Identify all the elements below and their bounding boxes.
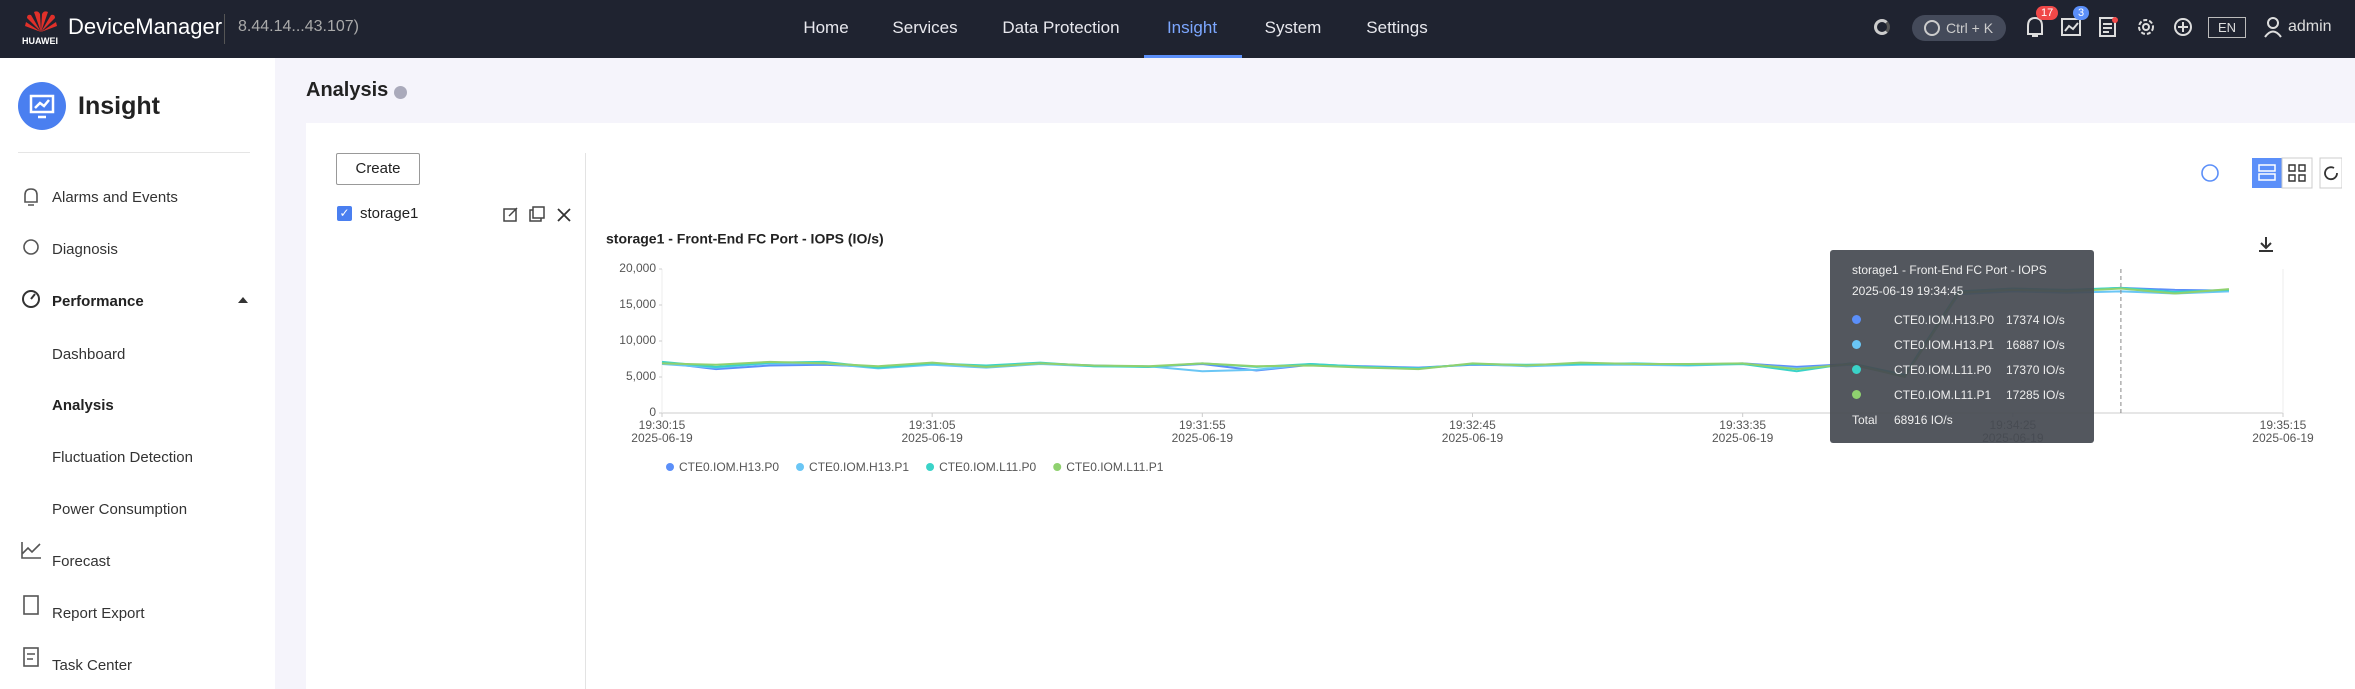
menu-item[interactable]: Report Export <box>52 605 145 622</box>
x-tick-date: 2025-06-19 <box>1712 431 1774 445</box>
logo-text: HUAWEI <box>22 36 58 46</box>
divider <box>18 152 250 153</box>
x-tick-label: 19:35:15 <box>2260 418 2307 432</box>
download-icon[interactable] <box>2256 235 2276 255</box>
collapse-arrow[interactable] <box>238 297 248 303</box>
y-tick-label: 10,000 <box>619 333 656 347</box>
x-tick-date: 2025-06-19 <box>2252 431 2314 445</box>
top-bar: HUAWEI DeviceManager 8.44.14...43.107) H… <box>0 0 2355 58</box>
tooltip-time: 2025-06-19 19:34:45 <box>1852 284 1964 298</box>
user-name[interactable]: admin <box>2288 18 2332 35</box>
tooltip: storage1 - Front-End FC Port - IOPS 2025… <box>1830 250 2094 443</box>
x-tick-date: 2025-06-19 <box>1442 431 1504 445</box>
nav-underline <box>1144 55 1242 58</box>
logo-mark <box>25 11 57 33</box>
chart-title: storage1 - Front-End FC Port - IOPS (IO/… <box>606 231 884 247</box>
tooltip-title: storage1 - Front-End FC Port - IOPS <box>1852 263 2047 277</box>
menu-subitem[interactable]: Fluctuation Detection <box>52 449 193 466</box>
theme-icon[interactable] <box>1874 19 1890 35</box>
tooltip-series: CTE0.IOM.H13.P0 <box>1894 313 1995 327</box>
settings-icon[interactable] <box>2135 16 2157 38</box>
menu-group[interactable]: Performance <box>52 293 144 310</box>
search-hint: Ctrl + K <box>1946 20 1994 36</box>
legend-label: CTE0.IOM.L11.P0 <box>939 460 1036 474</box>
insight-icon <box>18 82 66 130</box>
y-tick-label: 5,000 <box>626 369 656 383</box>
legend-marker <box>1053 463 1062 471</box>
help-icon[interactable] <box>394 86 407 99</box>
object-name: storage1 <box>360 205 419 222</box>
page-title: Analysis <box>306 79 389 101</box>
bell-icon[interactable] <box>2024 14 2046 40</box>
language-switch[interactable]: EN <box>2208 17 2246 38</box>
user-icon[interactable] <box>2263 16 2283 38</box>
legend-label: CTE0.IOM.L11.P1 <box>1066 460 1163 474</box>
tooltip-series: CTE0.IOM.L11.P1 <box>1894 388 1992 402</box>
view-toolbar[interactable] <box>2192 155 2342 191</box>
device-address: 8.44.14...43.107) <box>238 18 359 35</box>
nav-item[interactable]: Home <box>803 18 849 37</box>
x-tick-label: 19:31:05 <box>909 418 956 432</box>
divider <box>585 153 586 689</box>
add-icon[interactable] <box>2172 16 2194 38</box>
tooltip-series: CTE0.IOM.L11.P0 <box>1894 363 1992 377</box>
tooltip-dot <box>1852 340 1861 349</box>
alarm-badge: 17 <box>2036 6 2059 20</box>
tooltip-dot <box>1852 390 1861 399</box>
menu-subitem-active[interactable]: Analysis <box>52 397 114 414</box>
product-name: DeviceManager <box>68 14 223 39</box>
x-tick-date: 2025-06-19 <box>631 431 693 445</box>
x-tick-date: 2025-06-19 <box>901 431 963 445</box>
menu-icons <box>21 188 41 667</box>
checkbox[interactable]: ✓ <box>337 206 352 221</box>
menu-item[interactable]: Forecast <box>52 553 111 570</box>
divider <box>224 14 225 44</box>
tooltip-value: 17285 IO/s <box>2006 388 2065 402</box>
task-badge: 3 <box>2073 6 2090 20</box>
menu-subitem[interactable]: Power Consumption <box>52 501 188 518</box>
nav-item[interactable]: Settings <box>1366 18 1428 37</box>
insight-glyph <box>29 94 55 119</box>
tooltip-total: 68916 IO/s <box>1894 413 1953 427</box>
x-tick-label: 19:30:15 <box>639 418 686 432</box>
legend-marker <box>796 463 805 471</box>
nav-item[interactable]: System <box>1264 18 1322 37</box>
tooltip-series: CTE0.IOM.H13.P1 <box>1894 338 1995 352</box>
tooltip-dot <box>1852 365 1861 374</box>
menu-item[interactable]: Alarms and Events <box>52 189 178 206</box>
search-icon <box>1924 20 1940 36</box>
x-tick-label: 19:32:45 <box>1449 418 1496 432</box>
tooltip-value: 17370 IO/s <box>2006 363 2065 377</box>
menu-item[interactable]: Diagnosis <box>52 241 118 258</box>
legend-marker <box>666 463 674 471</box>
y-tick-label: 20,000 <box>619 261 656 275</box>
tooltip-value: 16887 IO/s <box>2006 338 2065 352</box>
y-tick-label: 15,000 <box>619 297 656 311</box>
x-tick-label: 19:31:55 <box>1179 418 1226 432</box>
nav-item[interactable]: Services <box>892 18 958 37</box>
nav-item[interactable]: Data Protection <box>1002 18 1120 37</box>
list-icon[interactable] <box>2097 16 2119 38</box>
legend-label: CTE0.IOM.H13.P1 <box>809 460 909 474</box>
nav-item-active[interactable]: Insight <box>1166 18 1218 37</box>
object-actions[interactable] <box>502 205 580 225</box>
sidebar: Insight Alarms and Events Diagnosis Perf… <box>0 58 275 689</box>
menu-item[interactable]: Task Center <box>52 657 133 674</box>
sidebar-title: Insight <box>78 92 160 120</box>
tooltip-dot <box>1852 315 1861 324</box>
tooltip-value: 17374 IO/s <box>2006 313 2065 327</box>
task-icon[interactable] <box>2060 16 2082 38</box>
y-tick-label: 0 <box>649 405 656 419</box>
menu-subitem[interactable]: Dashboard <box>52 346 126 363</box>
x-tick-date: 2025-06-19 <box>1172 431 1234 445</box>
legend-label: CTE0.IOM.H13.P0 <box>679 460 779 474</box>
legend-marker <box>926 463 935 471</box>
x-tick-label: 19:33:35 <box>1719 418 1766 432</box>
create-button[interactable]: Create <box>336 153 420 185</box>
tooltip-total-label: Total <box>1852 413 1878 427</box>
